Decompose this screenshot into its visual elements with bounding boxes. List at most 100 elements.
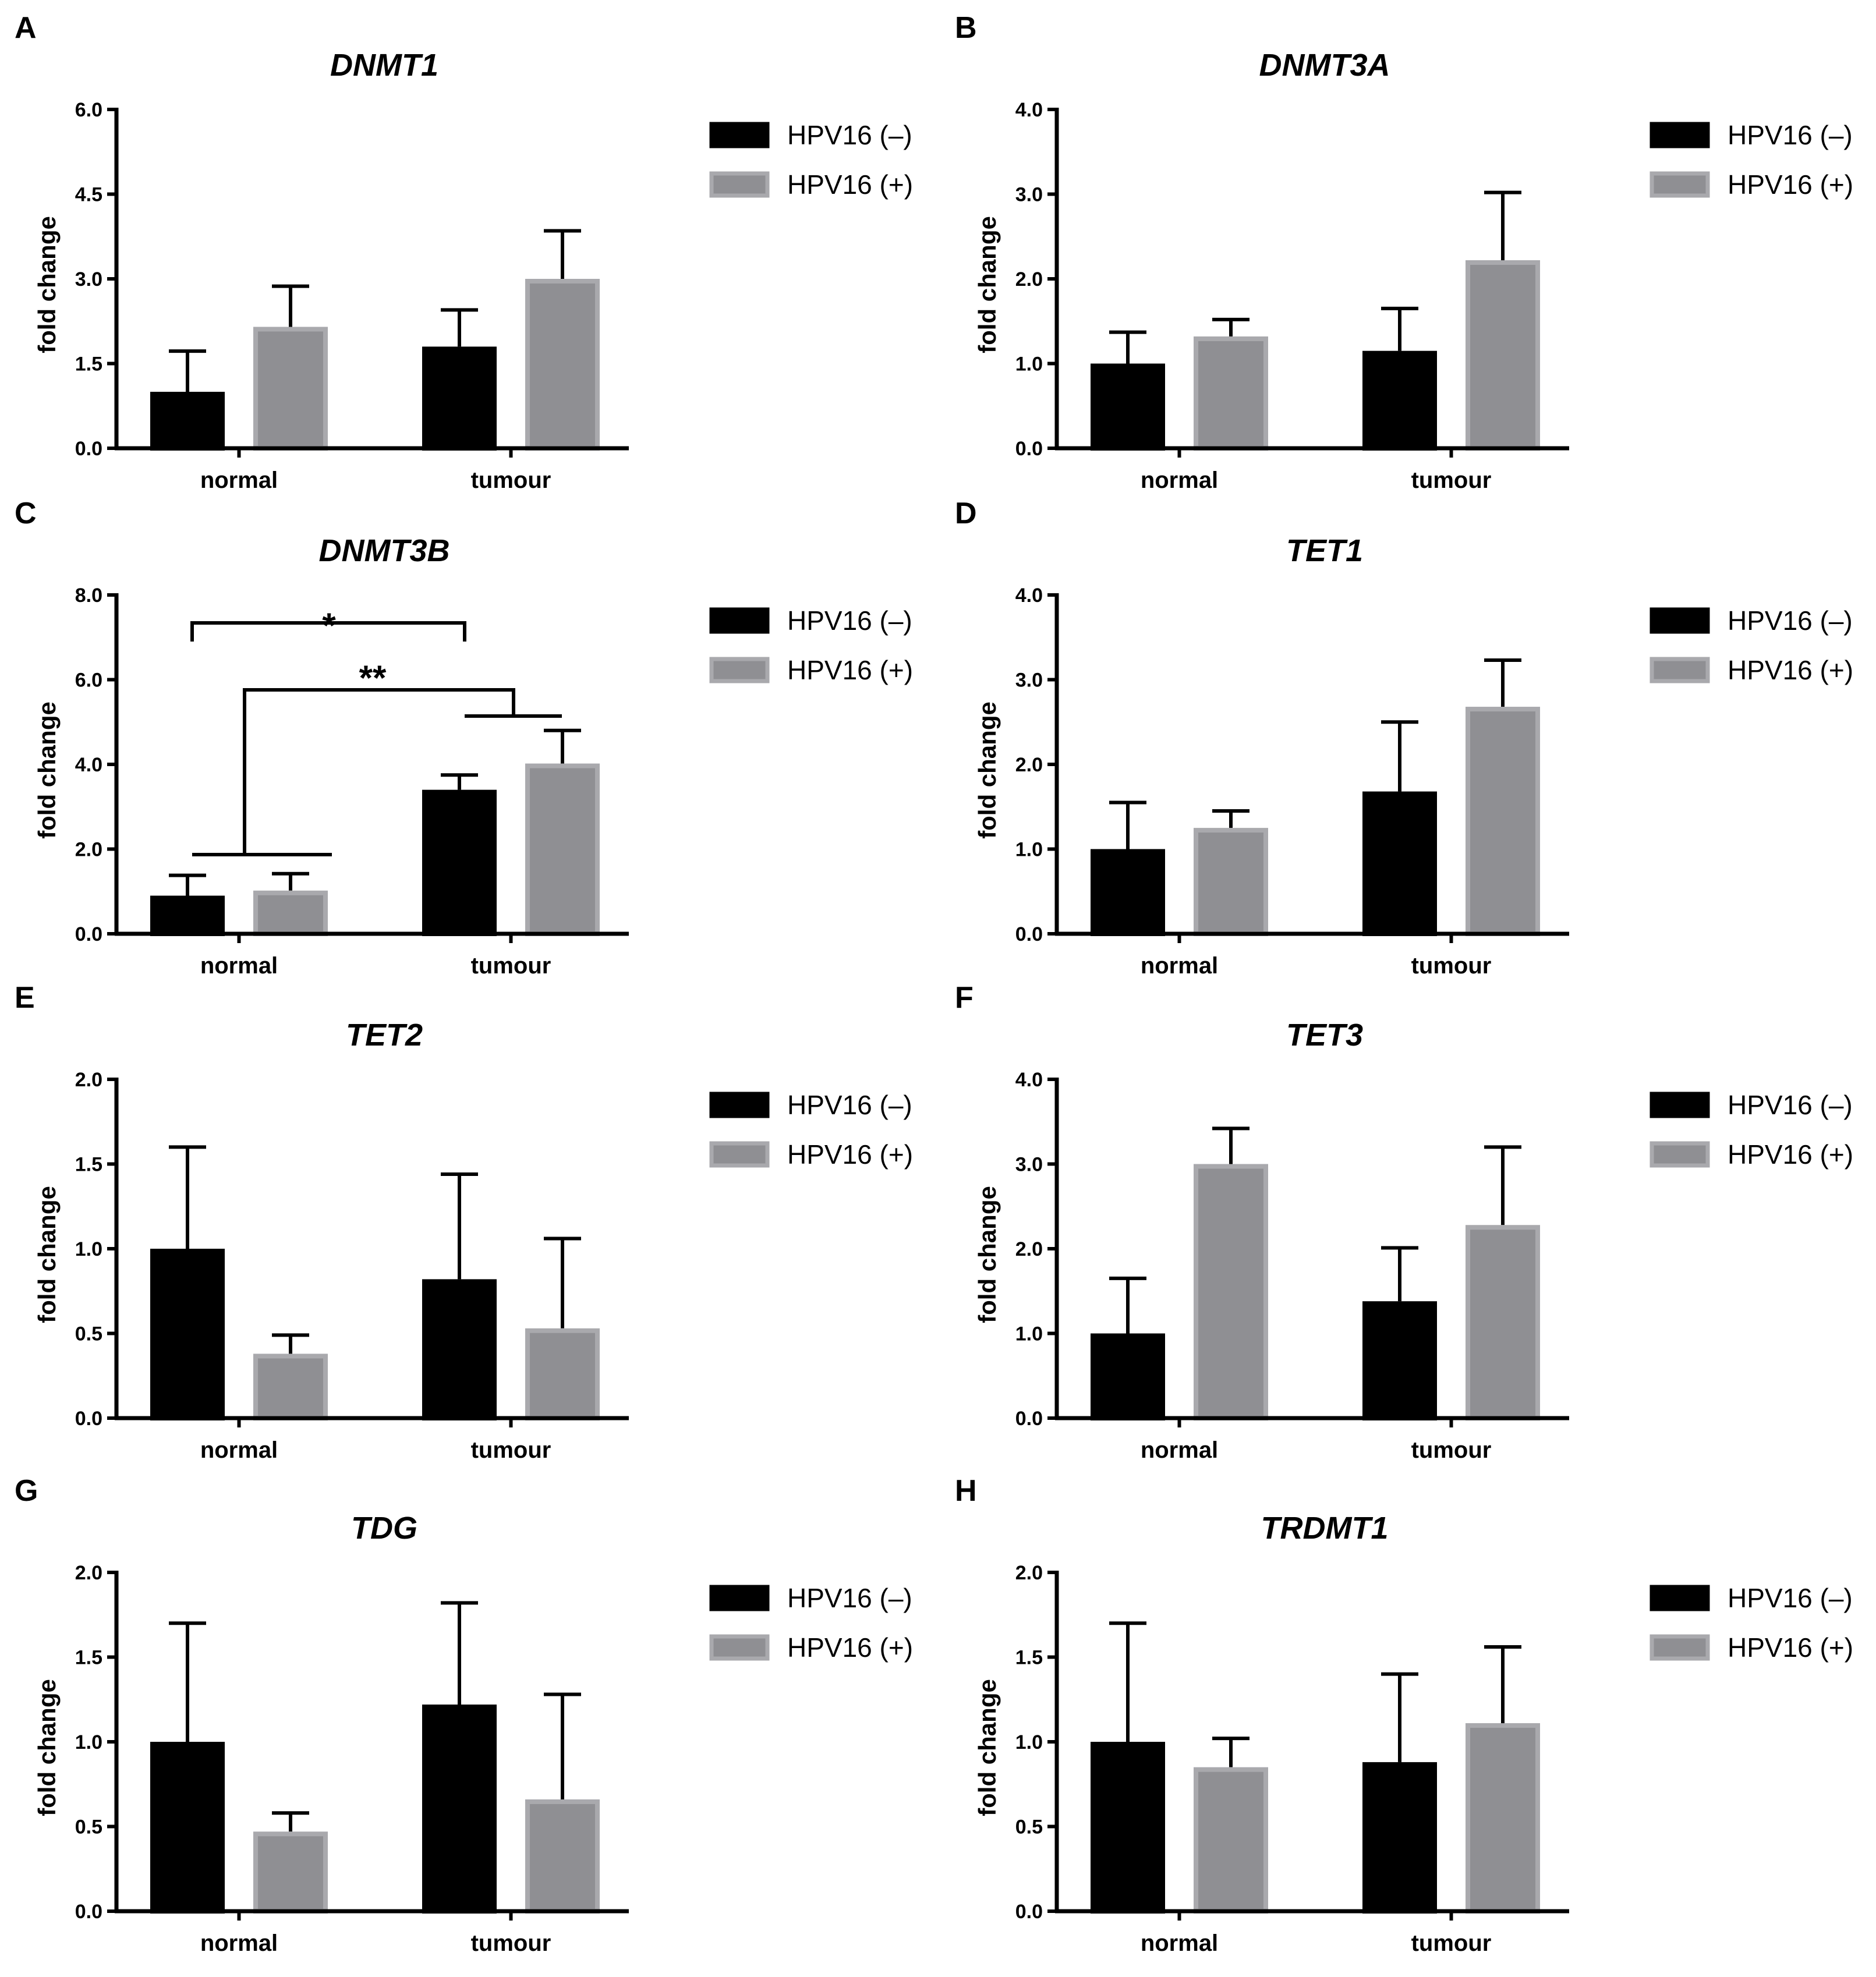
legend-label: HPV16 (–) [1728,1090,1853,1120]
bar-normal-hpv-pos [1194,1767,1268,1914]
panel-letter: B [955,11,977,45]
legend-swatch [1650,1634,1710,1661]
y-tick-label: 2.0 [1015,268,1043,290]
bar-tumour-hpv-pos [1466,1723,1540,1914]
x-tick-label: normal [200,1437,278,1463]
y-tick-label: 1.5 [75,1647,102,1669]
y-tick-label: 6.0 [75,99,102,121]
y-tick-label: 0.0 [1015,923,1043,945]
legend-label: HPV16 (+) [787,1632,913,1663]
bar-normal-hpv-neg [1091,363,1165,451]
legend-label: HPV16 (–) [787,1583,912,1613]
chart-title: TET1 [1286,533,1363,568]
y-axis-label: fold change [33,1186,61,1323]
chart-title: TET2 [346,1018,423,1053]
bar-normal-hpv-neg [150,1249,225,1420]
legend-label: HPV16 (–) [1728,1583,1853,1613]
legend-label: HPV16 (–) [1728,605,1853,636]
bar-normal-hpv-pos [253,890,328,936]
chart-title: DNMT1 [330,48,438,83]
y-tick-label: 3.0 [1015,669,1043,692]
y-tick-label: 0.0 [75,923,102,945]
chart-title: DNMT3A [1259,48,1390,83]
x-tick-label: tumour [1411,1437,1492,1463]
legend-label: HPV16 (–) [787,1090,912,1120]
bar-normal-hpv-neg [150,392,225,451]
y-tick-label: 3.0 [1015,184,1043,206]
x-tick-label: tumour [1411,1930,1492,1956]
bar-tumour-hpv-pos [525,1328,600,1421]
y-tick-label: 2.0 [1015,1238,1043,1260]
y-tick-label: 1.5 [1015,1647,1043,1669]
legend-swatch [1650,1585,1710,1611]
chart-panel-G: G TDG 0.0 0.5 1.0 1.5 2.0 normal tumour fold chan… [15,1474,913,1956]
x-tick-label: tumour [1411,467,1492,493]
y-axis-label: fold change [974,1679,1001,1816]
chart-title: TET3 [1286,1018,1363,1053]
y-axis-label: fold change [33,1679,61,1816]
x-tick-label: tumour [471,953,551,979]
chart-panel-B: B DNMT3A 0.0 1.0 2.0 3.0 4.0 normal tumour fold c… [955,11,1853,493]
chart-panel-A: A DNMT1 0.0 1.5 3.0 4.5 6.0 normal tumour fold ch… [15,11,913,493]
legend-label: HPV16 (–) [1728,120,1853,150]
panel-letter: E [15,981,35,1015]
y-axis-label: fold change [974,1186,1001,1323]
y-tick-label: 1.0 [75,1238,102,1260]
y-tick-label: 2.0 [1015,1562,1043,1584]
legend-swatch [709,1141,770,1168]
bar-normal-hpv-neg [1091,1333,1165,1420]
chart-title: TDG [351,1511,417,1546]
panel-letter: H [955,1474,977,1508]
y-tick-label: 4.0 [75,754,102,776]
bar-tumour-hpv-neg [1362,1762,1437,1914]
bar-normal-hpv-neg [150,1742,225,1914]
bar-normal-hpv-pos [253,327,328,451]
y-tick-label: 0.5 [1015,1816,1043,1838]
legend-swatch [1650,1141,1710,1168]
legend-label: HPV16 (+) [787,655,913,685]
y-tick-label: 4.0 [1015,584,1043,607]
y-tick-label: 0.0 [75,1408,102,1430]
y-tick-label: 4.0 [1015,99,1043,121]
x-tick-label: normal [200,467,278,493]
chart-panel-D: D TET1 0.0 1.0 2.0 3.0 4.0 normal tumour fold cha… [955,497,1853,979]
chart-title: TRDMT1 [1261,1511,1389,1546]
panel-letter: A [15,11,37,45]
y-axis-label: fold change [33,701,61,839]
bar-normal-hpv-neg [1091,1742,1165,1914]
y-tick-label: 0.0 [1015,1901,1043,1923]
bar-tumour-hpv-pos [1466,707,1540,936]
y-tick-label: 2.0 [1015,754,1043,776]
legend-swatch [1650,1092,1710,1118]
y-tick-label: 2.0 [75,839,102,861]
y-tick-label: 8.0 [75,584,102,607]
panel-letter: D [955,497,977,530]
y-tick-label: 3.0 [1015,1154,1043,1176]
y-tick-label: 0.0 [75,438,102,460]
y-tick-label: 0.0 [75,1901,102,1923]
bar-tumour-hpv-neg [1362,791,1437,936]
legend-swatch [709,607,770,634]
bar-tumour-hpv-neg [422,789,497,937]
y-axis-label: fold change [974,216,1001,353]
panel-letter: G [15,1474,38,1508]
x-tick-label: tumour [471,1437,551,1463]
legend-swatch [709,657,770,683]
y-tick-label: 4.0 [1015,1069,1043,1091]
chart-panel-F: F TET3 0.0 1.0 2.0 3.0 4.0 normal tumour fold cha… [955,981,1853,1463]
legend-label: HPV16 (+) [787,1139,913,1170]
bar-normal-hpv-neg [150,895,225,937]
significance-label: ** [359,658,387,697]
x-tick-label: normal [1141,1437,1218,1463]
bar-tumour-hpv-pos [525,1799,600,1914]
bar-tumour-hpv-neg [422,346,497,451]
significance-bracket [243,688,515,855]
y-tick-label: 2.0 [75,1562,102,1584]
y-tick-label: 1.0 [1015,1731,1043,1753]
x-tick-label: tumour [471,467,551,493]
chart-panel-E: E TET2 0.0 0.5 1.0 1.5 2.0 normal tumour fold cha… [15,981,913,1463]
x-tick-label: normal [1141,1930,1218,1956]
legend-swatch [1650,171,1710,198]
bar-normal-hpv-pos [253,1354,328,1420]
